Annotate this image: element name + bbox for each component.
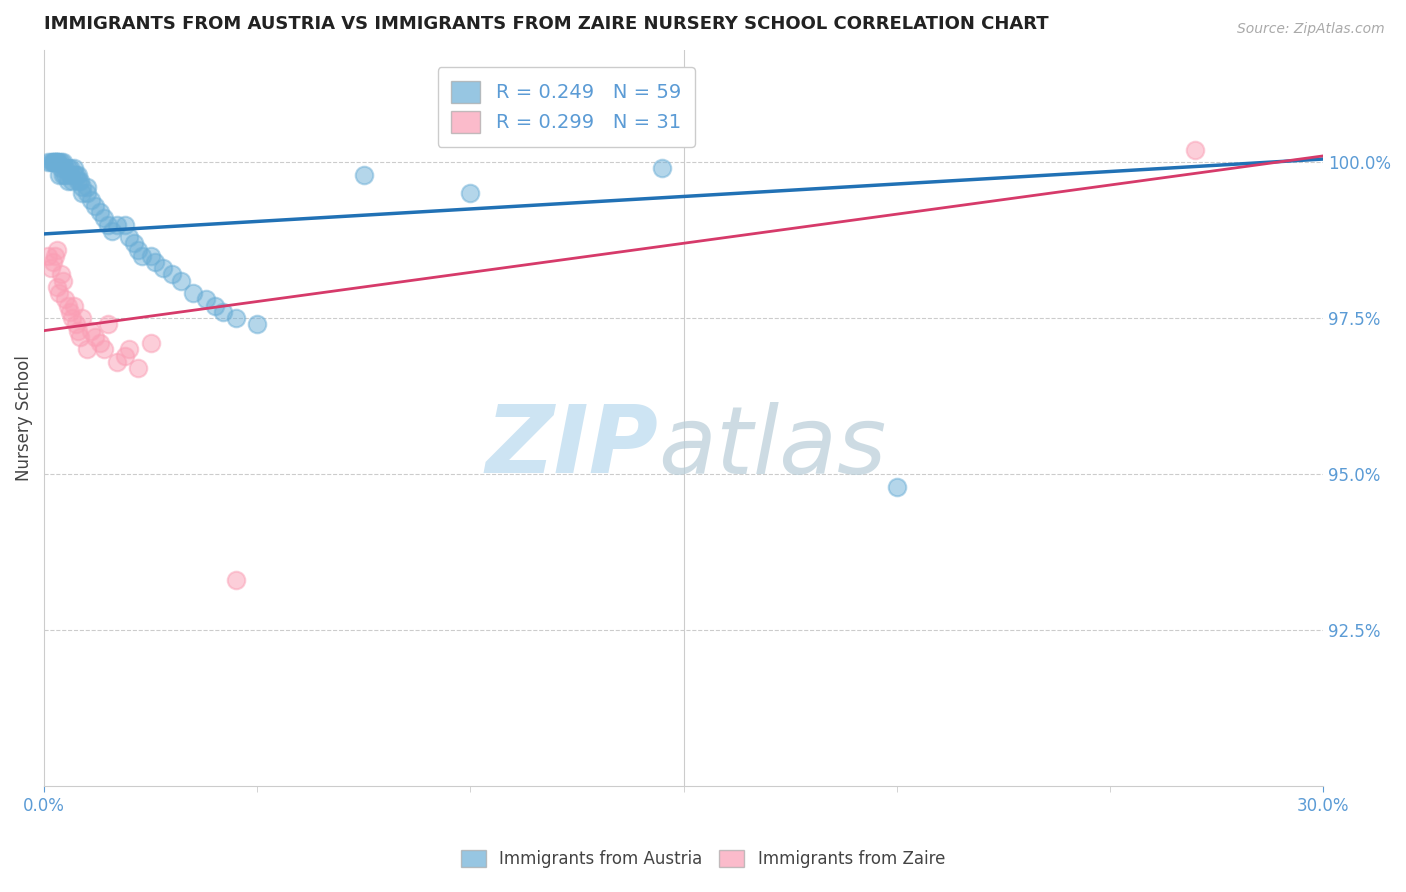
Point xyxy=(118,230,141,244)
Legend: R = 0.249   N = 59, R = 0.299   N = 31: R = 0.249 N = 59, R = 0.299 N = 31 xyxy=(437,67,695,147)
Point xyxy=(80,193,103,207)
Point xyxy=(51,161,73,176)
Point xyxy=(80,324,103,338)
Point xyxy=(204,299,226,313)
Point xyxy=(97,218,120,232)
Point xyxy=(37,155,59,169)
Point xyxy=(84,199,107,213)
Point xyxy=(76,343,98,357)
Point xyxy=(63,299,86,313)
Point xyxy=(65,168,87,182)
Point xyxy=(72,186,94,201)
Point xyxy=(89,336,111,351)
Point xyxy=(41,255,63,269)
Point xyxy=(101,224,124,238)
Point xyxy=(63,168,86,182)
Point xyxy=(56,299,79,313)
Point xyxy=(651,161,673,176)
Point xyxy=(89,205,111,219)
Point xyxy=(114,349,136,363)
Point xyxy=(246,318,269,332)
Point xyxy=(139,249,162,263)
Point xyxy=(56,174,79,188)
Text: ZIP: ZIP xyxy=(485,401,658,493)
Point xyxy=(69,174,91,188)
Point xyxy=(72,180,94,194)
Point xyxy=(45,243,67,257)
Point xyxy=(195,293,218,307)
Point xyxy=(93,211,115,226)
Point xyxy=(169,274,191,288)
Point xyxy=(45,155,67,169)
Point xyxy=(152,261,174,276)
Point xyxy=(183,286,205,301)
Point xyxy=(39,261,62,276)
Point xyxy=(886,480,908,494)
Point xyxy=(460,186,482,201)
Point xyxy=(55,168,77,182)
Point xyxy=(76,180,98,194)
Point xyxy=(105,218,128,232)
Point xyxy=(48,155,70,169)
Point xyxy=(45,280,67,294)
Point xyxy=(44,155,66,169)
Point xyxy=(84,330,107,344)
Point xyxy=(160,268,183,282)
Point xyxy=(56,161,79,176)
Point xyxy=(212,305,235,319)
Point xyxy=(41,155,63,169)
Point xyxy=(93,343,115,357)
Point xyxy=(1184,143,1206,157)
Point xyxy=(48,286,70,301)
Point xyxy=(39,155,62,169)
Point xyxy=(60,311,83,326)
Point xyxy=(131,249,153,263)
Point xyxy=(72,311,94,326)
Point xyxy=(67,324,90,338)
Point xyxy=(118,343,141,357)
Point xyxy=(55,161,77,176)
Point xyxy=(51,155,73,169)
Point xyxy=(225,573,247,587)
Text: atlas: atlas xyxy=(658,402,886,493)
Point xyxy=(127,243,149,257)
Point xyxy=(65,318,87,332)
Point xyxy=(48,168,70,182)
Point xyxy=(67,174,90,188)
Point xyxy=(97,318,120,332)
Point xyxy=(52,155,75,169)
Point xyxy=(353,168,375,182)
Point xyxy=(127,361,149,376)
Legend: Immigrants from Austria, Immigrants from Zaire: Immigrants from Austria, Immigrants from… xyxy=(454,843,952,875)
Text: IMMIGRANTS FROM AUSTRIA VS IMMIGRANTS FROM ZAIRE NURSERY SCHOOL CORRELATION CHAR: IMMIGRANTS FROM AUSTRIA VS IMMIGRANTS FR… xyxy=(44,15,1049,33)
Point xyxy=(45,155,67,169)
Point xyxy=(59,168,82,182)
Point xyxy=(52,274,75,288)
Point xyxy=(52,168,75,182)
Point xyxy=(63,161,86,176)
Text: Source: ZipAtlas.com: Source: ZipAtlas.com xyxy=(1237,22,1385,37)
Point xyxy=(143,255,166,269)
Point xyxy=(60,174,83,188)
Point xyxy=(76,186,98,201)
Point xyxy=(105,355,128,369)
Point xyxy=(67,168,90,182)
Point xyxy=(45,155,67,169)
Point xyxy=(44,249,66,263)
Point xyxy=(44,155,66,169)
Point xyxy=(69,330,91,344)
Point xyxy=(114,218,136,232)
Point xyxy=(59,161,82,176)
Point xyxy=(37,249,59,263)
Point xyxy=(122,236,145,251)
Point xyxy=(51,268,73,282)
Point xyxy=(55,293,77,307)
Point xyxy=(59,305,82,319)
Y-axis label: Nursery School: Nursery School xyxy=(15,355,32,481)
Point xyxy=(41,155,63,169)
Point xyxy=(139,336,162,351)
Point xyxy=(225,311,247,326)
